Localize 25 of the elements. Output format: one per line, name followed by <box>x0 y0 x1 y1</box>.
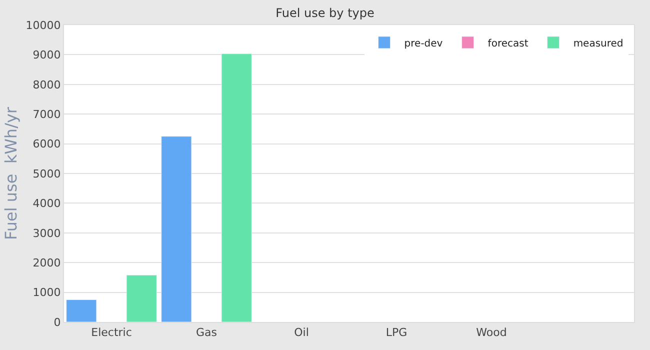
x-tick-label: Electric <box>91 326 132 340</box>
chart-title: Fuel use by type <box>276 6 374 20</box>
x-tick-label: Wood <box>476 326 507 340</box>
y-tick-label: 5000 <box>32 167 61 180</box>
y-tick-label: 10000 <box>26 18 61 32</box>
bar <box>161 136 192 322</box>
y-tick-label: 1000 <box>32 286 61 300</box>
legend-label: measured <box>573 38 624 50</box>
y-tick-label: 3000 <box>32 226 61 240</box>
y-axis-title: Fuel use kWh/yr <box>2 106 21 240</box>
x-tick-label: LPG <box>386 326 408 340</box>
bar <box>66 299 97 322</box>
bar <box>126 274 157 322</box>
bar <box>221 54 252 322</box>
x-tick-label: Oil <box>294 326 309 340</box>
y-tick-label: 4000 <box>32 197 61 210</box>
y-tick-label: 7000 <box>32 108 61 121</box>
legend-label: pre-dev <box>404 38 443 50</box>
y-tick-label: 2000 <box>32 256 61 270</box>
y-tick-label: 9000 <box>32 48 61 62</box>
y-tick-label: 0 <box>54 316 61 329</box>
legend-label: forecast <box>488 38 528 50</box>
y-tick-label: 8000 <box>32 78 61 92</box>
y-tick-label: 6000 <box>32 138 61 151</box>
x-tick-label: Gas <box>196 326 218 340</box>
